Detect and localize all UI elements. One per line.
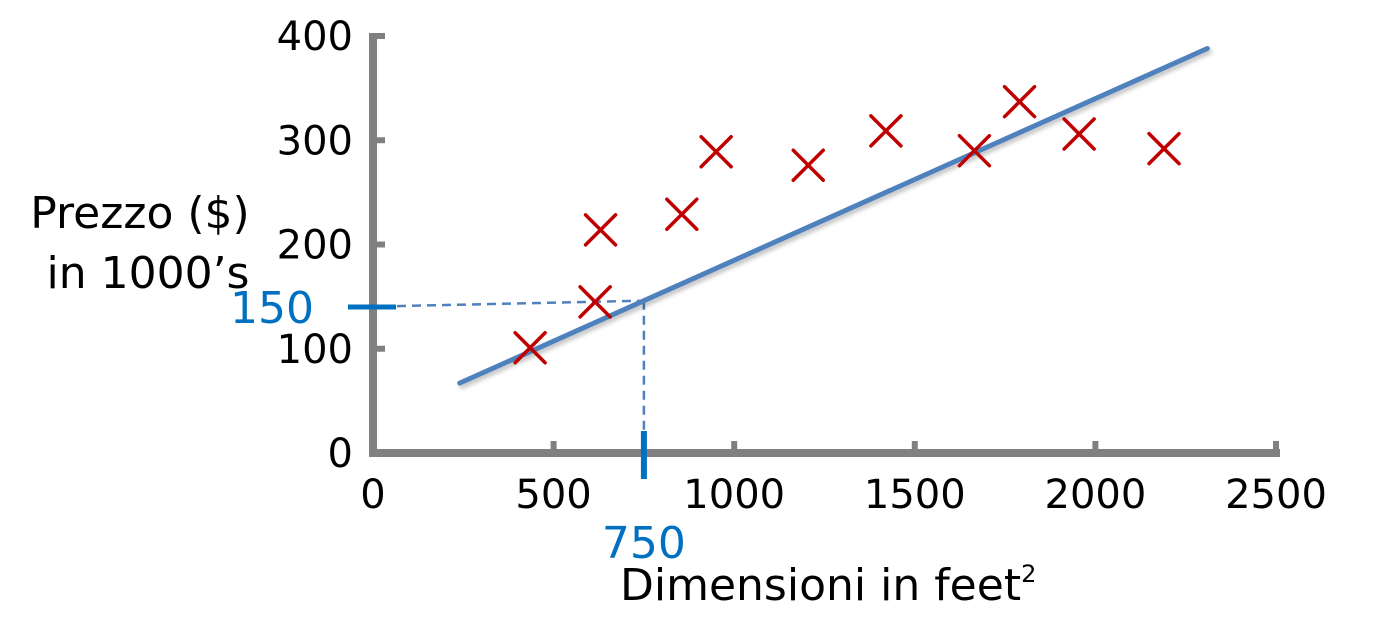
fit-line <box>457 46 1210 386</box>
data-point-stroke-b <box>957 133 992 168</box>
y-tick-label-100: 100 <box>277 327 353 373</box>
data-point <box>1062 117 1096 151</box>
x-tick-label-1000: 1000 <box>683 472 785 518</box>
annotation-markers: 750 150 <box>230 283 686 569</box>
x-tick-label-500: 500 <box>515 472 591 518</box>
data-point <box>1147 131 1181 166</box>
data-point-stroke-b <box>513 330 547 365</box>
data-point-stroke-b <box>791 148 825 183</box>
data-point-stroke-b <box>869 114 903 148</box>
data-point <box>869 114 903 148</box>
data-point <box>699 134 733 169</box>
x-axis-ticks <box>370 441 1279 457</box>
y-axis-label-line-1: Prezzo ($) <box>30 188 249 239</box>
y-tick-label-200: 200 <box>277 223 353 269</box>
y-tick-label-400: 400 <box>277 14 353 60</box>
y-tick-label-300: 300 <box>277 118 353 164</box>
data-point-stroke-b <box>1062 117 1096 151</box>
x-tick-label-2500: 2500 <box>1225 472 1327 518</box>
x-axis-label-text: Dimensioni in feet <box>620 560 1021 611</box>
y-axis-label-line-2: in 1000’s <box>47 248 250 299</box>
x-axis-tick-labels: 0 500 1000 1500 2000 2500 <box>360 472 1327 518</box>
data-point <box>665 197 699 232</box>
data-point-stroke-b <box>578 285 612 319</box>
y-axis-tick-labels: 0 100 200 300 400 <box>277 14 353 477</box>
data-point <box>1002 84 1037 119</box>
y-axis-ticks <box>369 33 385 456</box>
x-value-annotation-label: 750 <box>602 518 686 569</box>
x-axis-label: Dimensioni in feet2 <box>620 560 1036 611</box>
data-point <box>791 148 825 183</box>
data-point-stroke-b <box>665 197 699 232</box>
data-point-stroke-b <box>583 213 618 247</box>
data-point <box>583 213 618 247</box>
y-value-annotation-label: 150 <box>230 283 314 334</box>
data-point-stroke-b <box>1002 84 1037 119</box>
data-points <box>513 84 1181 365</box>
axes: 0 100 200 300 400 0 500 1000 1500 2000 2500 <box>277 14 1327 518</box>
data-point-stroke-b <box>699 134 733 169</box>
y-tick-label-0: 0 <box>328 431 353 477</box>
data-point-stroke-b <box>1147 131 1181 166</box>
x-axis-label-superscript: 2 <box>1021 560 1036 588</box>
data-point <box>513 330 547 365</box>
data-point <box>578 285 612 319</box>
x-tick-label-1500: 1500 <box>864 472 966 518</box>
data-point <box>957 133 992 168</box>
x-tick-label-0: 0 <box>360 472 385 518</box>
x-tick-label-2000: 2000 <box>1045 472 1147 518</box>
